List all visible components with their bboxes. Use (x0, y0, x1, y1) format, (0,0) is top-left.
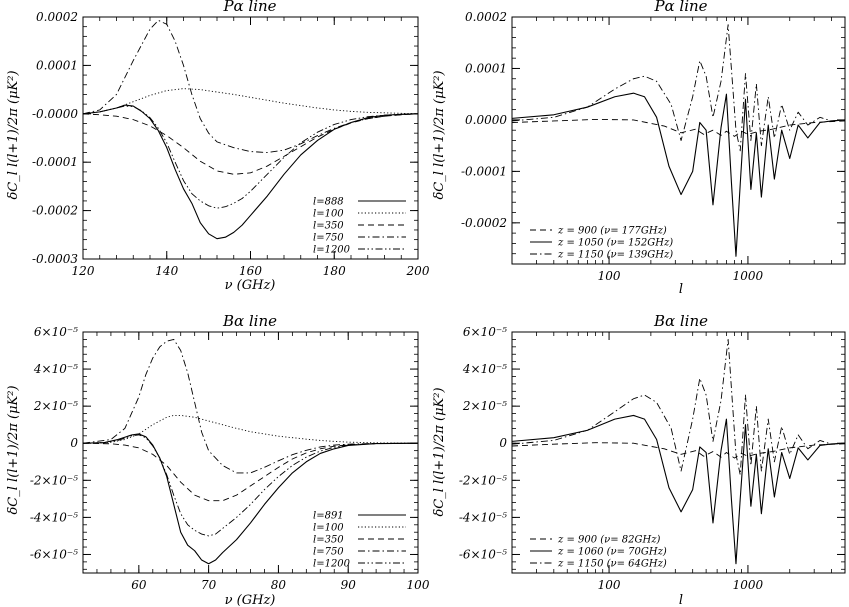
legend-label-2: z = 1060 (ν= 70GHz) (557, 547, 667, 558)
panel-title: Pα line (653, 0, 707, 15)
series-line-2 (512, 414, 845, 565)
y-tick-label: -6×10⁻⁵ (30, 547, 78, 561)
panel-title: Bα line (653, 312, 708, 330)
legend-label-5: l=1200 (313, 245, 351, 256)
panel-p-alpha-multipole: Pα line l δC_l l(l+1)/2π (μK²) 100 1000 -0… (432, 0, 846, 297)
y-tick-label: 0 (70, 436, 78, 450)
x-tick-label: 100 (598, 578, 621, 592)
legend-label-1: l=891 (313, 511, 344, 522)
plot-frame (82, 331, 419, 574)
legend-label-5: l=1200 (313, 559, 351, 570)
y-tick-label: 2×10⁻⁵ (462, 399, 507, 413)
y-tick-label: 6×10⁻⁵ (463, 325, 507, 339)
legend-label-4: l=750 (313, 233, 344, 244)
y-tick-label: 0.0002 (465, 10, 507, 24)
x-tick-label: 100 (598, 269, 621, 283)
y-tick-label: 0 (499, 436, 507, 450)
y-axis-label: δC_l l(l+1)/2π (μK²) (432, 387, 447, 516)
x-axis-label: l (679, 282, 683, 297)
legend-label-1: l=888 (313, 197, 344, 208)
x-tick-label: 160 (239, 264, 262, 278)
series-line-1 (83, 104, 418, 240)
series-line-1 (512, 118, 845, 137)
panel-title: Pα line (222, 0, 276, 15)
series-line-2 (512, 92, 845, 257)
legend-label-3: l=350 (313, 535, 344, 546)
y-tick-label: -0.0002 (461, 216, 507, 230)
y-tick-label: 6×10⁻⁵ (34, 325, 78, 339)
series-line-3 (512, 24, 845, 152)
plot-frame (511, 331, 846, 574)
x-tick-label: 70 (201, 578, 217, 592)
y-tick-label: -6×10⁻⁵ (459, 547, 507, 561)
legend-label-1: z = 900 (ν= 82GHz) (557, 535, 661, 546)
y-tick-label: 4×10⁻⁵ (33, 362, 78, 376)
y-tick-label: 4×10⁻⁵ (462, 362, 507, 376)
y-tick-label: -0.0001 (461, 164, 507, 178)
series-line-4 (83, 338, 418, 474)
x-axis-label: ν (GHz) (225, 593, 276, 607)
legend-label-3: l=350 (313, 221, 344, 232)
legend-label-1: z = 900 (ν= 177GHz) (557, 226, 667, 237)
panel-p-alpha-frequency: Pα line ν (GHz) δC_l l(l+1)/2π (μK²) 120… (6, 0, 430, 293)
x-axis-label: l (679, 593, 683, 607)
legend-label-2: l=100 (313, 523, 344, 534)
y-tick-label: -2×10⁻⁵ (30, 473, 78, 487)
x-tick-label: 60 (131, 578, 147, 592)
panel-title: Bα line (222, 312, 277, 330)
y-tick-label: -0.0003 (32, 252, 78, 266)
legend-label-3: z = 1150 (ν= 64GHz) (557, 559, 667, 570)
y-tick-label: -0.0002 (32, 204, 78, 218)
series-line-5 (83, 105, 418, 209)
y-axis-label: δC_l l(l+1)/2π (μK²) (6, 385, 21, 514)
series-line-3 (83, 442, 418, 502)
y-tick-label: -0.0001 (32, 155, 78, 169)
series-line-2 (83, 414, 418, 444)
y-axis-label: δC_l l(l+1)/2π (μK²) (6, 70, 21, 199)
x-tick-label: 90 (341, 578, 357, 592)
x-tick-label: 200 (406, 264, 430, 278)
x-tick-label: 80 (271, 578, 287, 592)
x-axis-label: ν (GHz) (225, 278, 276, 293)
x-tick-label: 1000 (733, 269, 764, 283)
y-tick-label: -0.0000 (32, 107, 78, 121)
x-tick-label: 1000 (733, 578, 764, 592)
x-tick-label: 120 (72, 264, 95, 278)
plot-frame (82, 16, 419, 260)
legend-label-2: l=100 (313, 209, 344, 220)
y-tick-label: -4×10⁻⁵ (459, 510, 507, 524)
x-tick-label: 180 (323, 264, 346, 278)
y-tick-label: 0.0002 (36, 10, 78, 24)
y-tick-label: 0.0000 (465, 113, 507, 127)
y-tick-label: -4×10⁻⁵ (30, 510, 78, 524)
series-line-4 (83, 19, 418, 153)
legend-label-3: z = 1150 (ν= 139GHz) (557, 250, 673, 261)
legend-label-2: z = 1050 (ν= 152GHz) (557, 238, 673, 249)
x-tick-label: 140 (155, 264, 178, 278)
series-line-1 (512, 442, 845, 459)
series-line-5 (83, 434, 418, 537)
series-line-3 (512, 338, 845, 476)
panel-b-alpha-frequency: Bα line ν (GHz) δC_l l(l+1)/2π (μK²) 60 7… (6, 312, 430, 607)
series-line-2 (83, 88, 418, 115)
legend-label-4: l=750 (313, 547, 344, 558)
y-tick-label: 0.0001 (465, 61, 507, 75)
y-axis-label: δC_l l(l+1)/2π (μK²) (432, 70, 447, 199)
series-line-1 (83, 433, 418, 565)
y-tick-label: 0.0001 (36, 58, 78, 72)
y-tick-label: -2×10⁻⁵ (459, 473, 507, 487)
series-line-3 (83, 113, 418, 175)
panel-b-alpha-multipole: Bα line l δC_l l(l+1)/2π (μK²) 100 1000 -6… (432, 312, 846, 607)
y-tick-label: 2×10⁻⁵ (33, 399, 78, 413)
x-tick-label: 100 (407, 578, 430, 592)
